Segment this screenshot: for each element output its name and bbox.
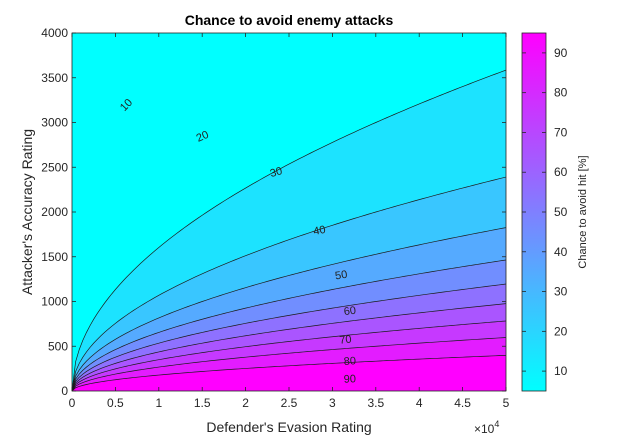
contour-band [72, 320, 506, 391]
y-axis-ticks: 0 500 1000 1500 2000 2500 3000 3500 4000 [41, 26, 506, 398]
x-axis-multiplier: ×104 [474, 419, 499, 436]
contour-line [72, 176, 506, 391]
contour-label-70: 70 [339, 334, 352, 347]
contour-label-50: 50 [334, 269, 348, 283]
contour-band [72, 303, 506, 391]
colorbar-tick-label: 30 [554, 285, 568, 299]
contour-lines [72, 69, 506, 391]
contour-line [72, 337, 506, 391]
contour-band [72, 177, 506, 391]
contour-band [72, 227, 506, 391]
contour-line [72, 354, 506, 391]
y-tick-label: 0 [61, 384, 68, 398]
chart-title: Chance to avoid enemy attacks [185, 12, 394, 28]
contour-fill [72, 33, 506, 391]
contour-band [72, 33, 506, 391]
y-axis-label: Attacker's Accuracy Rating [19, 129, 35, 295]
x-tick-label: 2 [242, 396, 249, 410]
contour-label-20: 20 [195, 129, 211, 145]
contour-line [72, 283, 506, 391]
x-tick-label: 1 [155, 396, 162, 410]
contour-line [72, 69, 506, 391]
contour-line [72, 303, 506, 391]
contour-band [72, 337, 506, 391]
x-axis-ticks: 0 0.5 1 1.5 2 2.5 3 3.5 4 4.5 5 [69, 33, 510, 410]
colorbar-tick-label: 90 [554, 46, 568, 60]
colorbar-tick-label: 10 [554, 364, 568, 378]
y-tick-label: 500 [48, 339, 68, 353]
y-tick-label: 2000 [41, 205, 68, 219]
colorbar-tick-label: 50 [554, 205, 568, 219]
x-tick-label: 3 [329, 396, 336, 410]
x-axis-label: Defender's Evasion Rating [206, 419, 371, 435]
y-tick-label: 1500 [41, 250, 68, 264]
colorbar-tick-label: 80 [554, 86, 568, 100]
y-tick-label: 1000 [41, 295, 68, 309]
x-multiplier-base: ×10 [474, 422, 495, 436]
x-tick-label: 3.5 [367, 396, 384, 410]
contour-band [72, 355, 506, 391]
contour-band [72, 259, 506, 391]
colorbar-label: Chance to avoid hit [%] [577, 155, 589, 268]
x-tick-label: 5 [503, 396, 510, 410]
contour-label-40: 40 [312, 224, 326, 238]
x-tick-label: 0.5 [107, 396, 124, 410]
x-tick-label: 1.5 [194, 396, 211, 410]
y-tick-label: 2500 [41, 160, 68, 174]
contour-label-60: 60 [343, 305, 357, 318]
x-tick-label: 2.5 [281, 396, 298, 410]
colorbar-tick-label: 60 [554, 165, 568, 179]
contour-label-30: 30 [269, 165, 284, 180]
colorbar-tick-label: 20 [554, 324, 568, 338]
contour-band [72, 70, 506, 391]
colorbar-ticks: 10 20 30 40 50 60 70 80 90 [522, 46, 568, 378]
x-tick-label: 4.5 [454, 396, 471, 410]
contour-label-80: 80 [343, 355, 356, 368]
x-tick-label: 0 [69, 396, 76, 410]
contour-band [72, 284, 506, 391]
x-multiplier-exponent: 4 [494, 419, 499, 429]
y-tick-label: 3000 [41, 116, 68, 130]
contour-line [72, 227, 506, 391]
colorbar-tick-label: 40 [554, 245, 568, 259]
contour-label-90: 90 [343, 373, 356, 386]
colorbar-tick-label: 70 [554, 125, 568, 139]
y-tick-label: 3500 [41, 71, 68, 85]
y-tick-label: 4000 [41, 26, 68, 40]
contour-line [72, 259, 506, 391]
contour-line [72, 320, 506, 391]
x-tick-label: 4 [416, 396, 423, 410]
